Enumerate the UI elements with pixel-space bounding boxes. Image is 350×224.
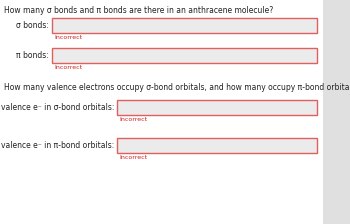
Text: valence e⁻ in σ-bond orbitals:: valence e⁻ in σ-bond orbitals: xyxy=(1,103,114,112)
Text: Incorrect: Incorrect xyxy=(54,35,82,40)
FancyBboxPatch shape xyxy=(117,100,317,115)
Text: Incorrect: Incorrect xyxy=(119,117,147,122)
FancyBboxPatch shape xyxy=(52,48,317,63)
FancyBboxPatch shape xyxy=(52,18,317,33)
FancyBboxPatch shape xyxy=(323,0,350,224)
Text: Incorrect: Incorrect xyxy=(119,155,147,160)
Text: σ bonds:: σ bonds: xyxy=(16,21,49,30)
FancyBboxPatch shape xyxy=(117,138,317,153)
Text: How many valence electrons occupy σ-bond orbitals, and how many occupy π-bond or: How many valence electrons occupy σ-bond… xyxy=(4,83,350,92)
Text: Incorrect: Incorrect xyxy=(54,65,82,70)
Text: valence e⁻ in π-bond orbitals:: valence e⁻ in π-bond orbitals: xyxy=(1,141,114,150)
Text: How many σ bonds and π bonds are there in an anthracene molecule?: How many σ bonds and π bonds are there i… xyxy=(4,6,273,15)
Text: π bonds:: π bonds: xyxy=(16,51,49,60)
